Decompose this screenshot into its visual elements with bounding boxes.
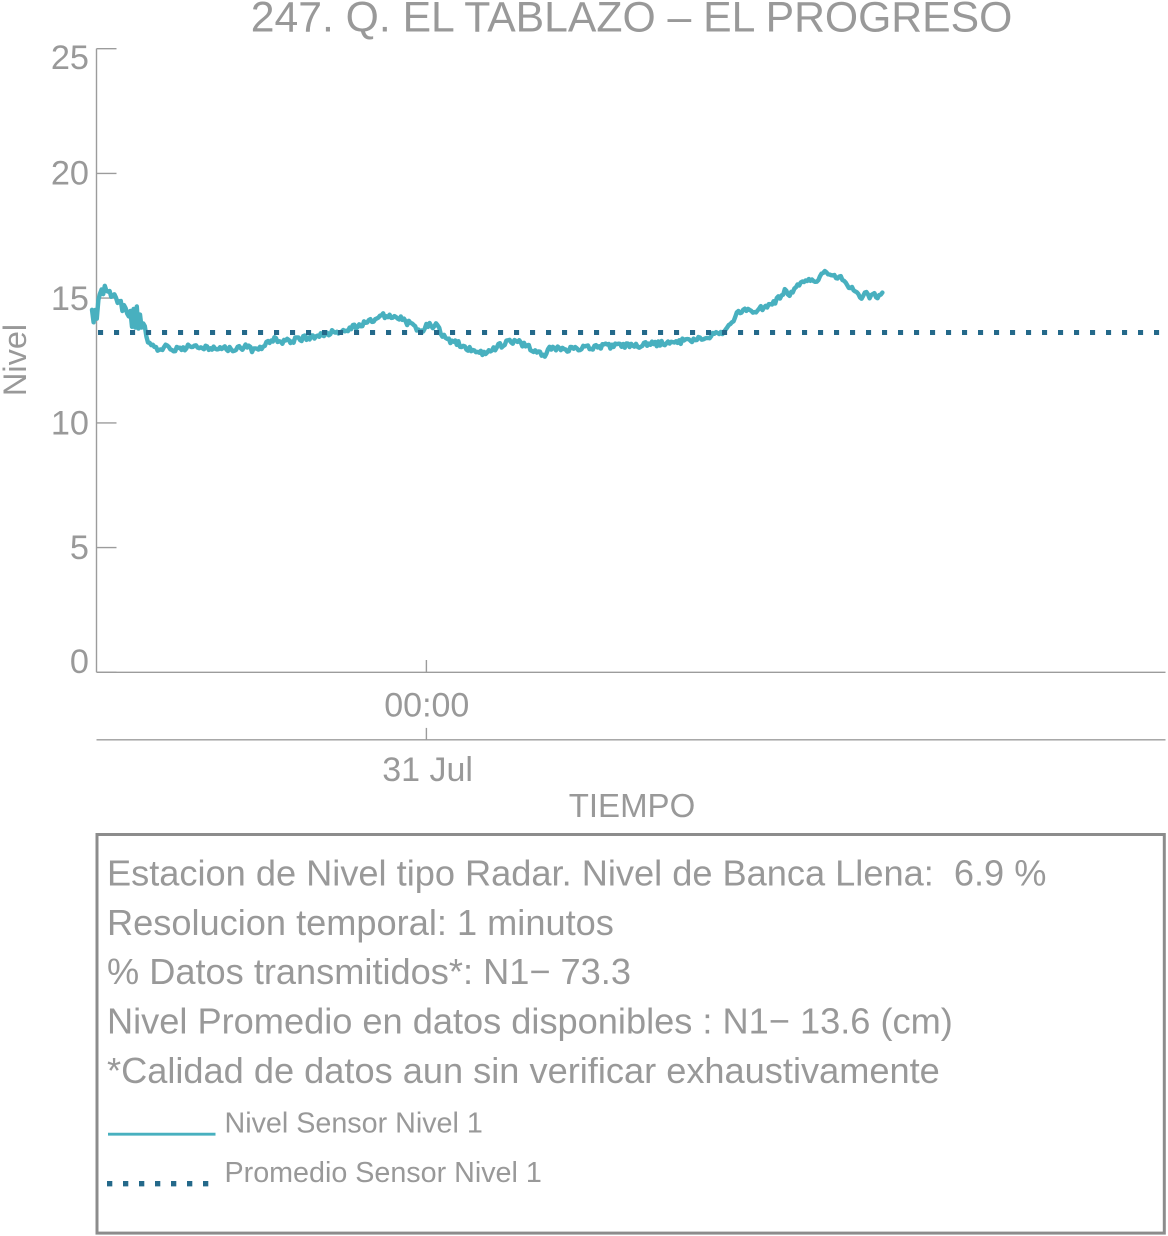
svg-text:25: 25 [51,39,89,77]
svg-text:Resolucion temporal: 1 minutos: Resolucion temporal: 1 minutos [107,902,614,943]
svg-text:Nivel: Nivel [0,324,33,396]
svg-text:Nivel Sensor Nivel 1: Nivel Sensor Nivel 1 [225,1108,483,1140]
svg-text:5: 5 [70,529,89,567]
svg-text:Promedio Sensor Nivel 1: Promedio Sensor Nivel 1 [225,1157,542,1189]
svg-text:% Datos transmitidos*: N1− 73.: % Datos transmitidos*: N1− 73.3 [107,951,631,992]
svg-text:15: 15 [51,280,89,318]
svg-text:20: 20 [51,154,89,192]
svg-text:0: 0 [70,643,89,681]
svg-text:*Calidad de datos aun sin veri: *Calidad de datos aun sin verificar exha… [107,1050,940,1091]
svg-text:10: 10 [51,405,89,443]
svg-text:00:00: 00:00 [384,687,469,725]
svg-text:247. Q. EL TABLAZO – EL PROGRE: 247. Q. EL TABLAZO – EL PROGRESO [251,0,1013,42]
svg-text:31 Jul: 31 Jul [382,751,473,789]
svg-text:TIEMPO: TIEMPO [569,787,696,824]
svg-text:Estacion de Nivel tipo Radar.: Estacion de Nivel tipo Radar. Nivel de B… [107,852,1046,893]
svg-text:Nivel Promedio en datos dispon: Nivel Promedio en datos disponibles : N1… [107,1001,953,1042]
